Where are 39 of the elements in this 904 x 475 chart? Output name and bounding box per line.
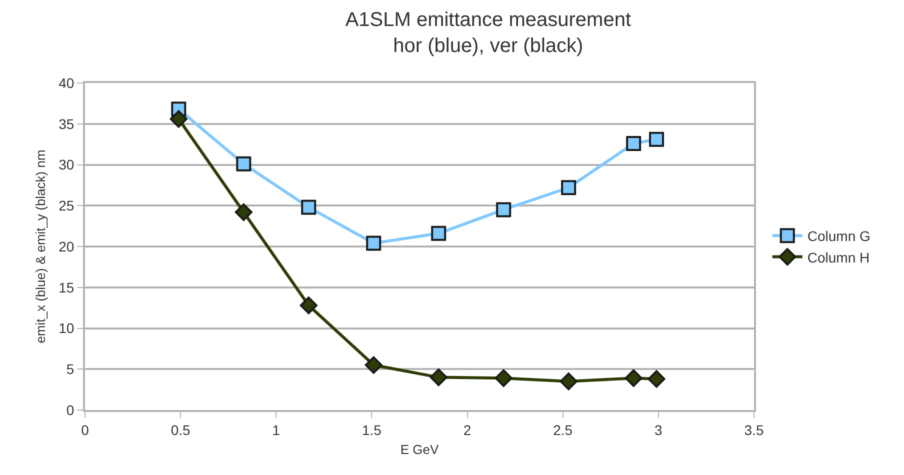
y-tick-label: 10 (58, 320, 74, 336)
y-tick-label: 0 (66, 402, 74, 418)
x-tick-label: 0 (81, 422, 90, 438)
point (301, 200, 316, 215)
point (624, 369, 642, 387)
y-tick-label: 40 (58, 74, 74, 91)
point (364, 356, 382, 374)
point (496, 202, 512, 218)
point (430, 368, 448, 386)
x-tick-label: 1 (272, 422, 280, 438)
point (626, 136, 642, 151)
point (234, 203, 252, 221)
point (649, 132, 664, 147)
legend-label: Column H (807, 249, 870, 266)
x-tick-label: 2 (463, 422, 472, 438)
x-tick-label: 3 (654, 422, 663, 438)
y-tick-label: 35 (58, 116, 74, 132)
legend-label: Column G (807, 228, 870, 244)
x-tick-label: 2.5 (553, 422, 573, 438)
point (366, 236, 382, 251)
y-tick-label: 30 (58, 156, 74, 173)
y-tick-label: 20 (58, 238, 74, 254)
x-tick-label: 0.5 (170, 422, 191, 438)
x-tick-label: 3.5 (744, 422, 764, 438)
y-tick-label: 15 (58, 279, 74, 296)
point (170, 110, 188, 128)
x-tick-label: 1.5 (362, 422, 382, 438)
y-tick-label: 5 (66, 361, 74, 378)
point (648, 370, 666, 388)
x-axis-title: E GeV (400, 442, 439, 457)
point (561, 180, 576, 196)
chart-title: A1SLM emittance measurement hor (blue), ver (black) (345, 9, 632, 58)
point (431, 226, 446, 241)
point (300, 296, 318, 314)
point (494, 369, 512, 387)
y-axis-title: emit_x (blue) & emit_y (black) nm (33, 150, 48, 344)
point (236, 156, 252, 172)
y-tick-label: 25 (58, 198, 74, 214)
point (560, 372, 578, 390)
